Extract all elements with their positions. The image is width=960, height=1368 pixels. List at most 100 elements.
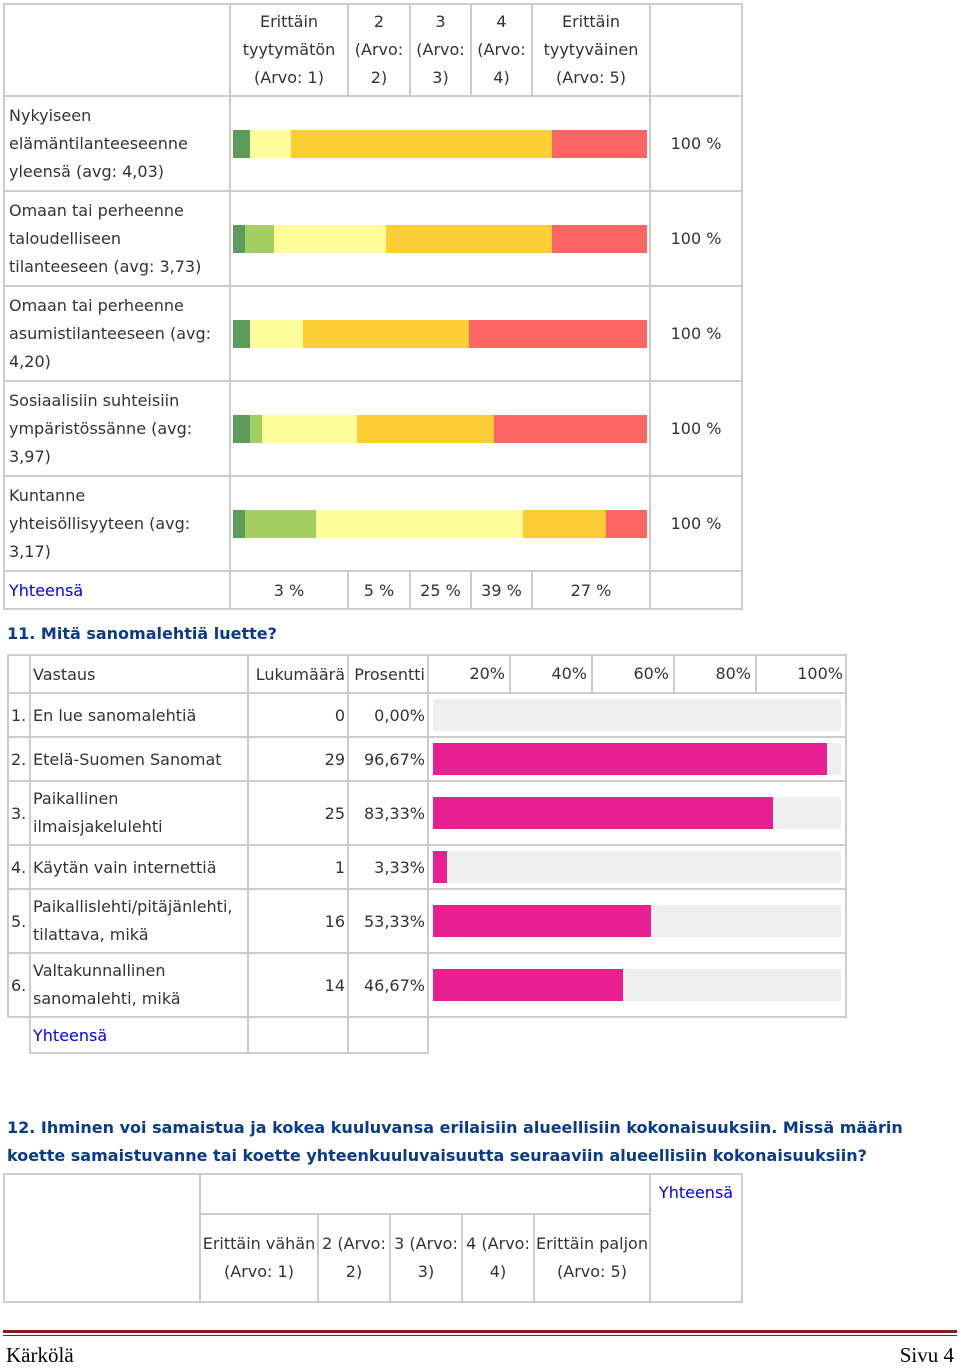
bar-segment-1	[233, 320, 250, 348]
header-empty	[4, 1174, 200, 1302]
header-empty	[4, 4, 230, 96]
row-label: Kuntanne yhteisöllisyyteen (avg: 3,17)	[4, 476, 230, 571]
bar-segment-4	[291, 130, 552, 158]
footer-municipality: Kärkölä	[6, 1343, 74, 1368]
header-answer: Vastaus	[30, 655, 248, 693]
footer-rule-thin	[3, 1335, 957, 1336]
answer-percent: 96,67%	[348, 737, 428, 781]
answer-label: Käytän vain internettiä	[30, 845, 248, 889]
bar-segment-1	[233, 510, 245, 538]
total-value: 27 %	[532, 571, 650, 609]
row-label: Nykyiseen elämäntilanteeseenne yleensä (…	[4, 96, 230, 191]
row-total: 100 %	[650, 476, 742, 571]
bar-cell	[428, 693, 846, 737]
total-empty	[650, 571, 742, 609]
question-11-title: 11. Mitä sanomalehtiä luette?	[7, 624, 277, 643]
col-header-1: Erittäin tyytymätön (Arvo: 1)	[230, 4, 348, 96]
row-total: 100 %	[650, 381, 742, 476]
bar-segment-1	[233, 130, 250, 158]
scale-label: 40%	[511, 656, 593, 692]
percent-bar	[433, 797, 773, 829]
col-header-2: 2 (Arvo: 2)	[348, 4, 410, 96]
answer-count: 16	[248, 889, 348, 953]
col-header-4: 4 (Arvo: 4)	[471, 4, 532, 96]
bar-segment-4	[386, 225, 552, 253]
bar-track	[433, 699, 841, 731]
total-value: 25 %	[410, 571, 471, 609]
total-num-empty	[8, 1017, 30, 1053]
col-header-2: 2 (Arvo: 2)	[318, 1214, 390, 1302]
row-number: 5.	[8, 889, 30, 953]
answer-label: Valtakunnallinen sanomalehti, mikä	[30, 953, 248, 1017]
stacked-bar-cell	[230, 191, 650, 286]
bar-track	[433, 969, 841, 1001]
bar-segment-3	[250, 130, 291, 158]
bar-segment-4	[303, 320, 469, 348]
bar-track	[433, 851, 841, 883]
answer-count: 29	[248, 737, 348, 781]
row-number: 4.	[8, 845, 30, 889]
total-label: Yhteensä	[4, 571, 230, 609]
bar-cell	[428, 737, 846, 781]
total-percent-empty	[348, 1017, 428, 1053]
stacked-bar-cell	[230, 286, 650, 381]
col-header-1: Erittäin vähän (Arvo: 1)	[200, 1214, 318, 1302]
stacked-bar	[233, 130, 647, 158]
bar-segment-5	[469, 320, 647, 348]
answer-count: 0	[248, 693, 348, 737]
bar-track	[433, 797, 841, 829]
bar-segment-4	[357, 415, 494, 443]
answer-label: Paikallinen ilmaisjakelulehti	[30, 781, 248, 845]
col-header-3: 3 (Arvo: 3)	[410, 4, 471, 96]
answer-count: 14	[248, 953, 348, 1017]
bar-segment-3	[316, 510, 523, 538]
row-number: 1.	[8, 693, 30, 737]
total-label: Yhteensä	[30, 1017, 248, 1053]
stacked-bar	[233, 320, 647, 348]
row-total: 100 %	[650, 191, 742, 286]
percent-bar	[433, 969, 623, 1001]
bar-segment-5	[552, 130, 647, 158]
row-label: Omaan tai perheenne asumistilanteeseen (…	[4, 286, 230, 381]
answer-percent: 83,33%	[348, 781, 428, 845]
bar-cell	[428, 781, 846, 845]
bar-cell	[428, 845, 846, 889]
col-header-3: 3 (Arvo: 3)	[390, 1214, 462, 1302]
bar-segment-3	[250, 320, 304, 348]
stacked-bar	[233, 510, 647, 538]
total-bar-empty	[428, 1017, 846, 1053]
row-number: 6.	[8, 953, 30, 1017]
total-value: 3 %	[230, 571, 348, 609]
bar-segment-3	[274, 225, 386, 253]
percent-bar	[433, 905, 651, 937]
question-12-title: 12. Ihminen voi samaistua ja kokea kuulu…	[7, 1114, 952, 1170]
row-number: 2.	[8, 737, 30, 781]
answer-percent: 46,67%	[348, 953, 428, 1017]
scale-label: 80%	[675, 656, 757, 692]
stacked-bar-cell	[230, 381, 650, 476]
header-num-empty	[8, 655, 30, 693]
newspaper-table: Vastaus Lukumäärä Prosentti 20% 40% 60% …	[7, 654, 847, 1054]
bar-segment-2	[250, 415, 262, 443]
header-empty-right	[650, 4, 742, 96]
answer-label: Paikallislehti/pitäjänlehti, tilattava, …	[30, 889, 248, 953]
col-header-5: Erittäin tyytyväinen (Arvo: 5)	[532, 4, 650, 96]
bar-segment-2	[245, 225, 274, 253]
bar-cell	[428, 953, 846, 1017]
footer-rule	[3, 1330, 957, 1333]
stacked-bar	[233, 225, 647, 253]
footer-page-number: Sivu 4	[900, 1343, 954, 1368]
row-total: 100 %	[650, 96, 742, 191]
stacked-bar	[233, 415, 647, 443]
row-total: 100 %	[650, 286, 742, 381]
bar-segment-3	[262, 415, 357, 443]
identification-table: Yhteensä Erittäin vähän (Arvo: 1) 2 (Arv…	[3, 1173, 743, 1303]
row-label: Sosiaalisiin suhteisiin ympäristössänne …	[4, 381, 230, 476]
answer-count: 25	[248, 781, 348, 845]
scale-label: 20%	[429, 656, 511, 692]
percent-bar	[433, 743, 827, 775]
header-percent: Prosentti	[348, 655, 428, 693]
answer-percent: 53,33%	[348, 889, 428, 953]
header-scale: 20% 40% 60% 80% 100%	[428, 655, 846, 693]
col-header-4: 4 (Arvo: 4)	[462, 1214, 534, 1302]
